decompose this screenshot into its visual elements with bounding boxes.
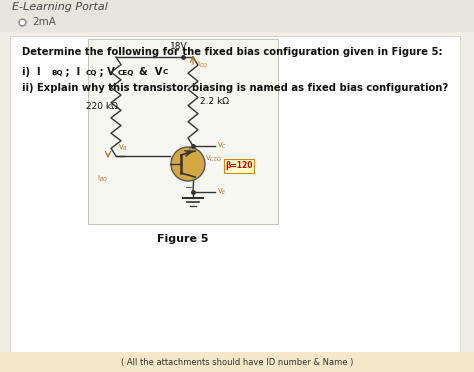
Text: CQ: CQ: [86, 70, 98, 76]
Text: −: −: [185, 183, 193, 193]
Text: V$_C$: V$_C$: [217, 141, 227, 151]
Text: V$_{CEQ}$: V$_{CEQ}$: [205, 154, 222, 164]
Bar: [88, 39, 278, 224]
Text: V$_B$: V$_B$: [118, 143, 128, 153]
Text: ;  I: ; I: [62, 67, 80, 77]
FancyBboxPatch shape: [224, 159, 254, 173]
Text: Figure 5: Figure 5: [157, 234, 209, 244]
Text: C: C: [163, 70, 168, 76]
Text: i)  I: i) I: [22, 67, 41, 77]
Text: &  V: & V: [132, 67, 163, 77]
Text: 2.2 kΩ: 2.2 kΩ: [200, 97, 229, 106]
Text: E-Learning Portal: E-Learning Portal: [12, 2, 108, 12]
Text: CEQ: CEQ: [118, 70, 134, 76]
Text: 220 kΩ: 220 kΩ: [86, 102, 118, 111]
Bar: [0, 352, 474, 372]
Bar: [0, 0, 474, 32]
Text: ii) Explain why this transistor biasing is named as fixed bias configuration?: ii) Explain why this transistor biasing …: [22, 83, 448, 93]
Text: I$_{CQ}$: I$_{CQ}$: [197, 59, 208, 70]
Text: BQ: BQ: [51, 70, 63, 76]
Bar: [10, 36, 460, 352]
Circle shape: [171, 147, 205, 181]
Text: 18V: 18V: [170, 42, 188, 51]
Text: 2mA: 2mA: [32, 17, 56, 27]
Text: +: +: [185, 146, 193, 156]
Text: β=120: β=120: [225, 161, 253, 170]
Text: ( All the attachments should have ID number & Name ): ( All the attachments should have ID num…: [121, 357, 353, 366]
Text: ; V: ; V: [96, 67, 115, 77]
Text: Determine the following for the fixed bias configuration given in Figure 5:: Determine the following for the fixed bi…: [22, 47, 443, 57]
Text: V$_E$: V$_E$: [217, 187, 227, 197]
Text: I$_{BQ}$: I$_{BQ}$: [97, 174, 108, 185]
